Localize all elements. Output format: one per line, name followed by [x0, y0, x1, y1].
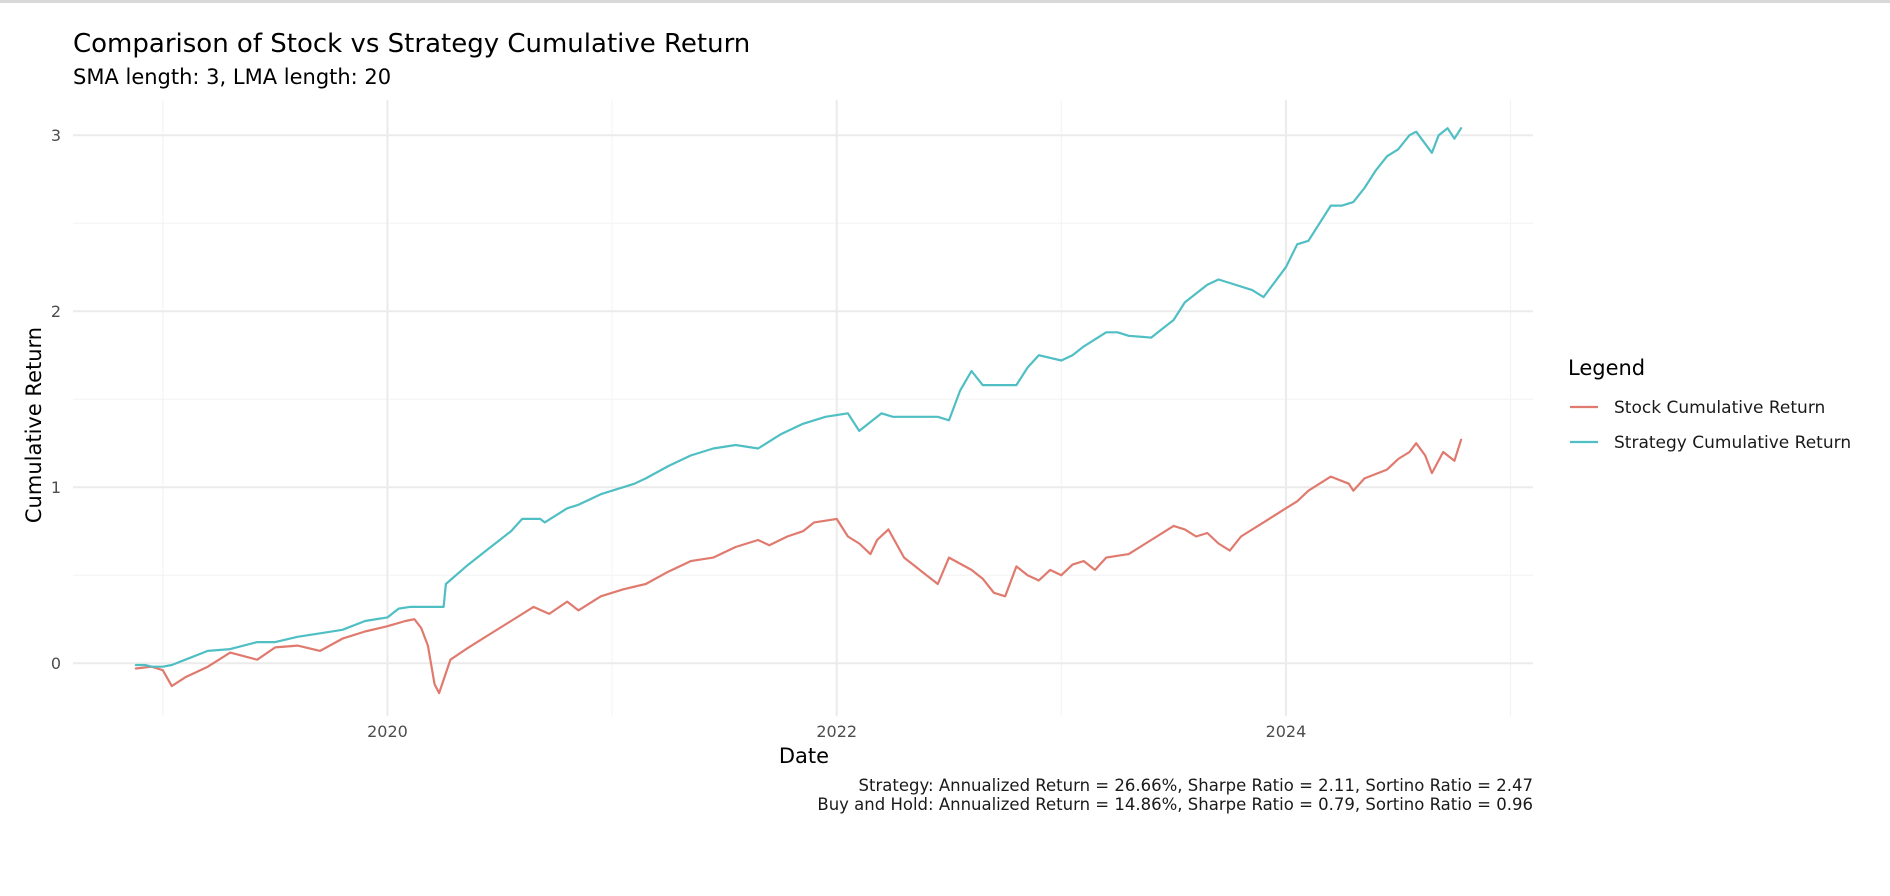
- legend-label-strategy: Strategy Cumulative Return: [1614, 433, 1851, 453]
- strategy-cumulative-return-line: [134, 127, 1463, 668]
- stock-cumulative-return-line: [134, 438, 1463, 695]
- series-layer: [134, 127, 1463, 695]
- y-tick-label: 3: [51, 126, 61, 145]
- caption: Strategy: Annualized Return = 26.66%, Sh…: [817, 776, 1533, 814]
- y-tick-label: 0: [51, 654, 61, 673]
- y-tick-label: 2: [51, 302, 61, 321]
- chart-title: Comparison of Stock vs Strategy Cumulati…: [73, 29, 750, 59]
- x-tick-label: 2024: [1266, 722, 1307, 741]
- x-tick-label: 2022: [816, 722, 857, 741]
- legend: Legend Stock Cumulative Return Strategy …: [1568, 356, 1851, 453]
- caption-strategy: Strategy: Annualized Return = 26.66%, Sh…: [859, 776, 1533, 795]
- chart-subtitle: SMA length: 3, LMA length: 20: [73, 65, 391, 89]
- y-tick-label: 1: [51, 478, 61, 497]
- top-rule: [0, 0, 1890, 3]
- legend-label-stock: Stock Cumulative Return: [1614, 398, 1825, 418]
- x-tick-label: 2020: [367, 722, 408, 741]
- y-axis-title: Cumulative Return: [22, 327, 46, 523]
- x-axis-title: Date: [779, 744, 829, 768]
- plot-grid: [73, 100, 1533, 716]
- caption-buy-and-hold: Buy and Hold: Annualized Return = 14.86%…: [817, 795, 1533, 814]
- legend-title: Legend: [1568, 356, 1645, 380]
- tick-labels: 2020 2022 2024 0 1 2 3: [51, 126, 1306, 741]
